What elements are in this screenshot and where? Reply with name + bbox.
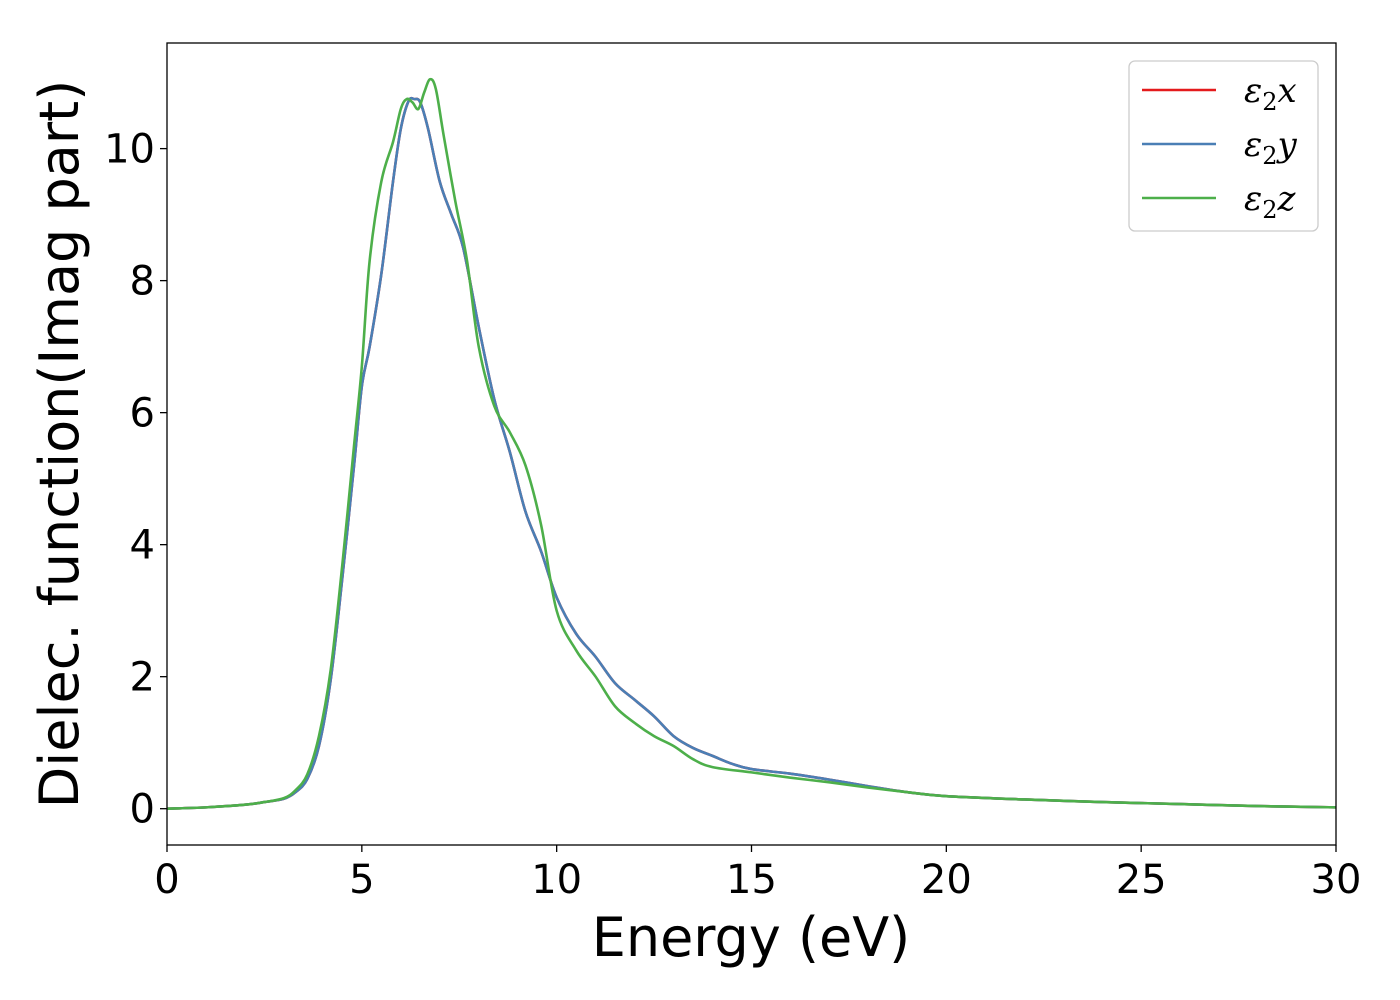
legend-label-x: ε2x: [1244, 71, 1297, 116]
y-tick-label: 4: [130, 523, 155, 569]
legend: ε2x ε2y ε2z: [1128, 60, 1319, 232]
series-line-y: [166, 96, 1337, 810]
legend-label-z: ε2z: [1244, 179, 1297, 224]
y-tick-label: 6: [130, 391, 155, 437]
x-tick-label: 0: [154, 857, 179, 903]
legend-box: [1128, 60, 1319, 232]
x-tick-label: 10: [531, 857, 582, 903]
y-tick-label: 2: [130, 655, 155, 701]
x-axis-ticks: 0 5 10 15 20 25 30: [154, 845, 1361, 903]
y-tick-label: 0: [130, 787, 155, 833]
x-axis-label: Energy (eV): [592, 906, 911, 969]
legend-label-y: ε2y: [1244, 125, 1298, 170]
x-tick-label: 20: [921, 857, 972, 903]
series-layer: [166, 77, 1337, 810]
series-line-z: [166, 77, 1337, 810]
y-tick-label: 10: [104, 127, 155, 173]
x-tick-label: 25: [1116, 857, 1167, 903]
x-tick-label: 15: [726, 857, 777, 903]
y-tick-label: 8: [130, 259, 155, 305]
y-axis-label: Dielec. function(Imag part): [28, 80, 91, 809]
y-axis-ticks: 0 2 4 6 8 10: [104, 127, 167, 833]
x-tick-label: 30: [1311, 857, 1362, 903]
x-tick-label: 5: [349, 857, 374, 903]
